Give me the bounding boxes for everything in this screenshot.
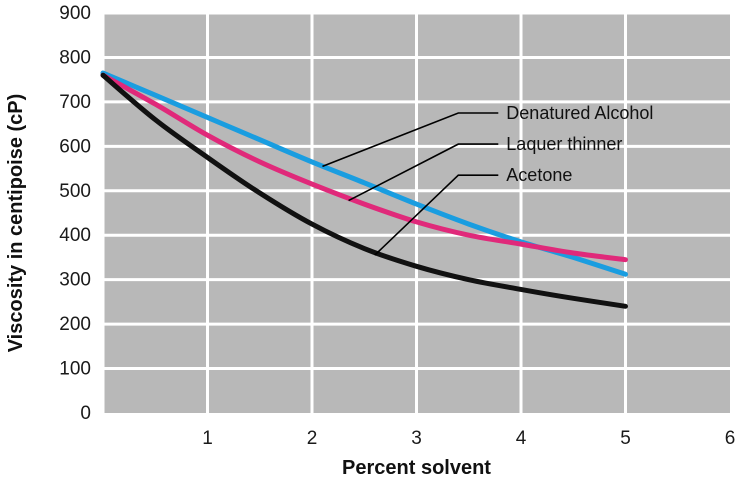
x-tick-label: 5 [620, 428, 631, 449]
annotation-leader-line [374, 174, 499, 256]
grid-lines [101, 11, 730, 413]
y-tick-label: 800 [59, 47, 91, 68]
y-tick-label: 400 [59, 225, 91, 246]
x-tick-label: 6 [725, 428, 736, 449]
y-tick-label: 700 [59, 92, 91, 113]
series-line-laquer-thinner [100, 72, 628, 263]
y-tick-label: 900 [59, 3, 91, 24]
annotation-leader-line [322, 112, 499, 168]
y-tick-label: 200 [59, 314, 91, 335]
x-tick-label: 2 [307, 428, 318, 449]
x-tick-label: 1 [202, 428, 213, 449]
series-lines [100, 70, 628, 309]
x-axis-title: Percent solvent [342, 457, 491, 479]
y-tick-label: 100 [59, 359, 91, 380]
series-annotations: Denatured Alcohol Laquer thinner Acetone [322, 103, 653, 256]
series-label: Laquer thinner [506, 134, 622, 154]
x-tick-label: 3 [411, 428, 422, 449]
y-tick-label: 0 [80, 403, 91, 424]
annotation-leader-line [348, 143, 499, 202]
y-tick-label: 300 [59, 270, 91, 291]
series-label: Denatured Alcohol [506, 103, 653, 123]
y-axis-title: Viscosity in centipoise (cP) [5, 94, 27, 353]
series-label: Acetone [506, 165, 572, 185]
y-tick-label: 600 [59, 136, 91, 157]
x-tick-label: 4 [516, 428, 527, 449]
tick-labels: 0 100 200 300 400 500 600 700 800 900 1 2 3 4 5 6 [59, 3, 735, 449]
y-tick-label: 500 [59, 181, 91, 202]
series-line-acetone [100, 72, 628, 309]
